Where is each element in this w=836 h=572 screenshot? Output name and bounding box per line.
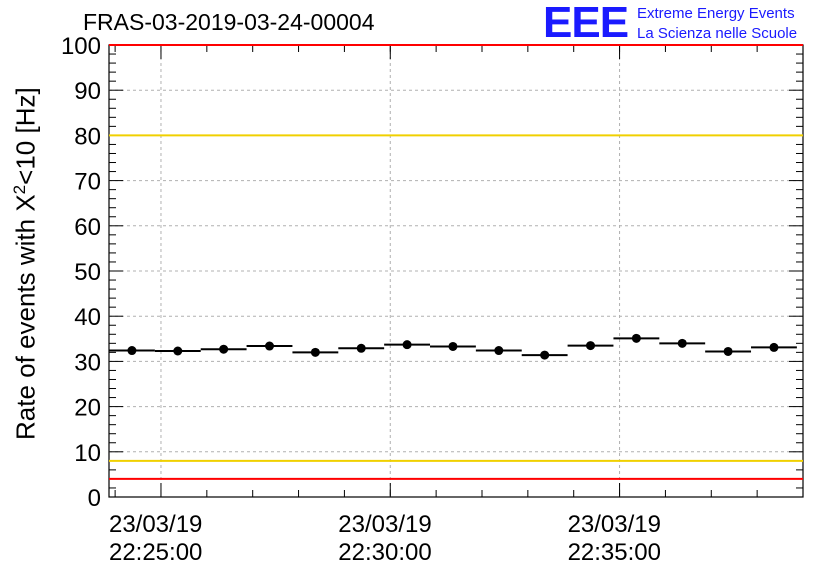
data-point — [494, 346, 504, 356]
y-tick-label: 100 — [61, 33, 101, 60]
y-tick-label: 50 — [74, 259, 101, 286]
logo-line-2: La Scienza nelle Scuole — [637, 25, 798, 42]
data-point — [402, 340, 412, 350]
data-point — [448, 341, 458, 351]
x-tick-label-time: 22:35:00 — [568, 539, 661, 566]
eee-logo: EEE Extreme Energy Events La Scienza nel… — [543, 0, 833, 47]
data-point — [723, 346, 733, 356]
data-point — [356, 343, 366, 353]
x-tick-label-date: 23/03/19 — [338, 511, 431, 538]
y-tick-label: 20 — [74, 395, 101, 422]
y-tick-label: 0 — [88, 485, 101, 512]
data-point — [173, 346, 183, 356]
data-point — [631, 333, 641, 343]
data-point — [677, 338, 687, 348]
y-tick-label: 30 — [74, 349, 101, 376]
chart-title: FRAS-03-2019-03-24-00004 — [83, 9, 375, 35]
y-tick-label: 80 — [74, 123, 101, 150]
data-point — [586, 341, 596, 351]
y-tick-label: 70 — [74, 169, 101, 196]
data-point — [310, 347, 320, 357]
y-tick-label: 90 — [74, 78, 101, 105]
x-tick-label-date: 23/03/19 — [568, 511, 661, 538]
x-tick-label-date: 23/03/19 — [109, 511, 202, 538]
y-axis-label-prefix: Rate of events with X — [10, 194, 41, 440]
data-point — [540, 350, 550, 360]
y-axis-label-suffix: <10 [Hz] — [10, 87, 41, 185]
y-axis-label-superscript: 2 — [10, 184, 29, 195]
y-tick-label: 40 — [74, 304, 101, 331]
data-point — [265, 341, 275, 351]
x-tick-label-time: 22:30:00 — [338, 539, 431, 566]
x-tick-label-time: 22:25:00 — [109, 539, 202, 566]
y-tick-label: 60 — [74, 214, 101, 241]
data-point — [769, 342, 779, 352]
y-tick-label: 10 — [74, 440, 101, 467]
data-point — [219, 344, 229, 354]
logo-line-1: Extreme Energy Events — [637, 5, 795, 22]
y-axis-label: Rate of events with X2<10 [Hz] — [10, 87, 42, 440]
data-point — [127, 346, 137, 356]
eee-logo-mark: EEE — [543, 0, 629, 47]
